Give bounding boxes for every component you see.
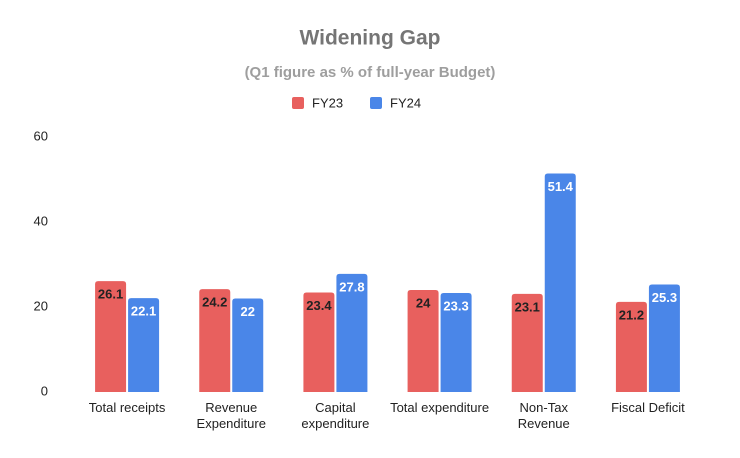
data-label: 24.2 xyxy=(202,295,227,310)
bar xyxy=(232,298,264,392)
data-label: 27.8 xyxy=(339,279,364,294)
y-tick-label: 20 xyxy=(34,298,48,313)
bar xyxy=(615,301,647,392)
x-tick-label: Capital expenditure xyxy=(301,400,370,431)
data-label: 26.1 xyxy=(98,287,123,302)
data-label: 21.2 xyxy=(619,307,644,322)
legend-label: FY23 xyxy=(312,95,343,110)
bar xyxy=(511,293,543,392)
y-tick-label: 0 xyxy=(41,383,48,398)
y-tick-label: 40 xyxy=(34,213,48,228)
legend-swatch xyxy=(370,97,382,109)
bar xyxy=(303,292,335,392)
data-label: 22 xyxy=(241,304,255,319)
x-tick-label: Total expenditure xyxy=(390,400,490,415)
data-label: 25.3 xyxy=(652,290,677,305)
x-tick-label: Non-Tax Revenue xyxy=(517,400,570,431)
bar xyxy=(336,273,368,392)
x-tick-label: Fiscal Deficit xyxy=(611,400,685,415)
y-tick-label: 60 xyxy=(34,128,48,143)
bar xyxy=(648,284,680,392)
bar xyxy=(128,298,160,392)
chart-subtitle: (Q1 figure as % of full-year Budget) xyxy=(245,64,496,81)
bar xyxy=(407,290,439,392)
data-label: 22.1 xyxy=(131,304,156,319)
bar xyxy=(544,173,576,392)
chart-title: Widening Gap xyxy=(300,27,441,50)
legend-label: FY24 xyxy=(390,95,421,110)
x-tick-label: Revenue Expenditure xyxy=(196,400,266,431)
data-label: 23.3 xyxy=(443,298,468,313)
bar xyxy=(199,289,231,392)
data-label: 23.4 xyxy=(306,298,332,313)
bar xyxy=(95,281,127,392)
data-label: 24 xyxy=(416,295,431,310)
legend-swatch xyxy=(292,97,304,109)
data-label: 51.4 xyxy=(548,179,574,194)
data-label: 23.1 xyxy=(515,299,540,314)
bar xyxy=(440,292,472,392)
x-tick-label: Total receipts xyxy=(88,400,166,415)
